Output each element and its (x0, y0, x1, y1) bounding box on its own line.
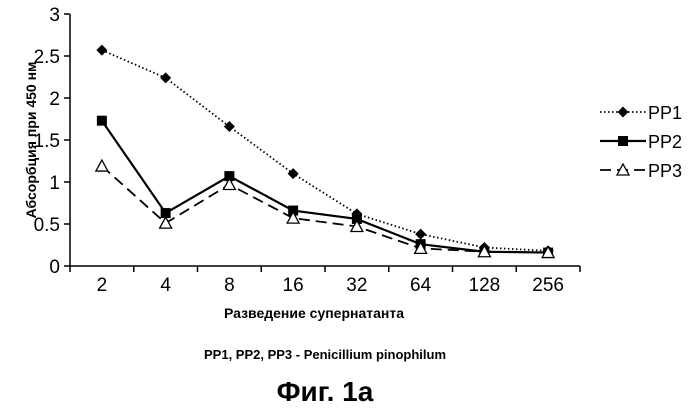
series-line (102, 121, 548, 253)
y-axis-label: Абсорбция при 450 нм (23, 62, 39, 219)
line-chart: 00.511.522.53 248163264128256 PP1PP2PP3 … (0, 0, 700, 340)
legend-item-pp2: PP2 (600, 132, 682, 152)
legend-item-pp3: PP3 (600, 161, 682, 181)
data-point (96, 160, 108, 171)
x-axis-ticks: 2 4 8 16 32 64 128 256 (70, 266, 580, 296)
y-tick-label: 0 (49, 257, 60, 278)
y-tick-label: 2 (49, 89, 60, 110)
x-tick-label: 8 (224, 275, 235, 296)
legend-label: PP3 (648, 161, 682, 181)
series-pp2 (97, 116, 553, 258)
figure-subtitle: PP1, PP2, PP3 - Penicillium pinophilum (0, 347, 650, 362)
x-tick-label: 128 (469, 275, 501, 296)
x-tick-label: 4 (160, 275, 171, 296)
x-tick-label: 32 (346, 275, 367, 296)
y-tick-label: 1 (49, 173, 60, 194)
data-point (160, 217, 172, 228)
legend-label: PP2 (648, 132, 682, 152)
legend-marker (618, 136, 628, 146)
x-tick-label: 64 (410, 275, 432, 296)
x-tick-label: 2 (97, 275, 108, 296)
y-tick-label: 3 (49, 5, 60, 26)
legend-label: PP1 (648, 103, 682, 123)
x-tick-label: 256 (532, 275, 564, 296)
legend-item-pp1: PP1 (600, 103, 682, 123)
data-point (415, 229, 426, 240)
legend-marker (618, 107, 629, 118)
data-point (160, 72, 171, 83)
series-layer (96, 45, 554, 258)
x-tick-label: 16 (283, 275, 304, 296)
y-axis-ticks: 00.511.522.53 (34, 5, 70, 278)
legend: PP1 PP2 PP3 (600, 103, 682, 181)
axes (70, 14, 580, 266)
figure-label: Фиг. 1а (0, 376, 650, 408)
data-point (96, 45, 107, 56)
x-axis-label: Разведение супернатанта (224, 305, 404, 321)
data-point (97, 116, 107, 126)
data-point (288, 168, 299, 179)
